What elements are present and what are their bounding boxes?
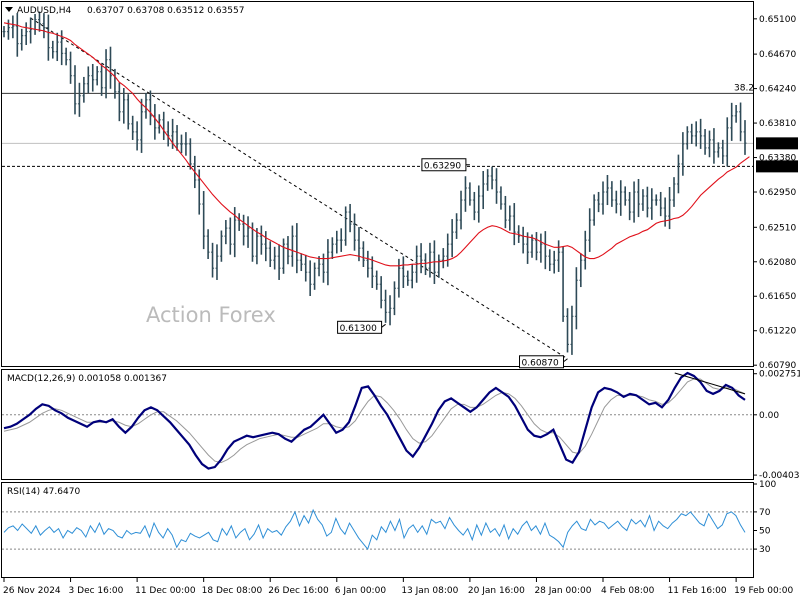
price-tick-label: 0.61650 [759, 292, 796, 302]
macd-divergence-line [674, 372, 746, 395]
time-tick-label: 26 Dec 16:00 [268, 586, 329, 596]
annotation-label: 0.63290 [424, 161, 461, 171]
rsi-tick-label: 70 [759, 508, 771, 518]
symbol-label: AUDUSD,H4 [17, 6, 72, 16]
level-price-tag [756, 160, 798, 173]
rsi-legend: RSI(14) 47.6470 [7, 487, 80, 497]
time-tick-label: 20 Jan 16:00 [468, 586, 525, 596]
macd-legend: MACD(12,26,9) 0.001058 0.001367 [7, 374, 167, 384]
macd-line [3, 371, 746, 470]
annotation-box [519, 355, 565, 369]
time-tick-label: 11 Feb 16:00 [668, 586, 727, 596]
price-tick-label: 0.62080 [759, 258, 796, 268]
time-tick-label: 26 Nov 2024 [3, 586, 61, 596]
rsi-tick-label: 50 [759, 527, 771, 537]
time-tick-label: 13 Jan 08:00 [401, 586, 458, 596]
rsi-tick-label: 100 [759, 480, 776, 490]
price-tag-label: 0.63270 [758, 163, 795, 173]
macd-tick-label: -0.004038 [759, 471, 800, 481]
macd-tick-label: 0.00 [759, 411, 779, 421]
time-tick-label: 28 Jan 00:00 [534, 586, 591, 596]
macd-panel-frame [1, 369, 754, 480]
dropdown-arrow-icon[interactable] [5, 7, 13, 12]
rsi-tick-label: 30 [759, 545, 771, 555]
price-tick-label: 0.61220 [759, 327, 796, 337]
price-tick-label: 0.62950 [759, 188, 796, 198]
time-axis: 26 Nov 2024 3 Dec 16:00 11 Dec 00:00 18 Dec… [3, 578, 793, 596]
time-tick-label: 4 Feb 08:00 [601, 586, 655, 596]
price-tick-label: 0.64240 [759, 85, 796, 95]
rsi-panel-frame [1, 482, 754, 578]
ohlc-values: 0.63707 0.63708 0.63512 0.63557 [87, 6, 244, 16]
macd-tick-label: 0.002751 [759, 370, 800, 380]
time-tick-label: 11 Dec 00:00 [135, 586, 196, 596]
annotation-leader [381, 323, 386, 328]
time-tick-label: 19 Feb 00:00 [734, 586, 793, 596]
annotation-box [421, 158, 467, 172]
annotation-label: 0.60870 [522, 358, 559, 368]
price-tick-label: 0.63810 [759, 119, 796, 129]
rsi-line [3, 508, 746, 551]
rsi-panel: 100 70 50 30 [2, 480, 776, 555]
price-tag-label: 0.63557 [758, 140, 795, 150]
watermark: Action Forex [146, 303, 276, 327]
price-tick-label: 0.64670 [759, 50, 796, 60]
time-tick-label: 6 Jan 00:00 [335, 586, 387, 596]
macd-panel: 0.002751 0.00 -0.004038 [2, 370, 800, 481]
moving-average-line [3, 22, 750, 267]
current-price-tag [756, 137, 798, 150]
downtrend-line [30, 17, 568, 360]
annotation-label: 0.61300 [340, 324, 377, 334]
price-tick-label: 0.63380 [759, 154, 796, 164]
price-tick-label: 0.60790 [759, 361, 796, 371]
annotation-box [337, 320, 383, 334]
price-tick-label: 0.65100 [759, 15, 796, 25]
annotation-leader [563, 358, 568, 363]
price-panel: 0.65100 0.64670 0.64240 0.63810 0.63380 0.629… [2, 11, 798, 371]
time-tick-label: 3 Dec 16:00 [69, 586, 124, 596]
fib-38-label: 38.2 [734, 83, 754, 93]
price-panel-frame [1, 1, 754, 367]
time-tick-label: 18 Dec 08:00 [202, 586, 263, 596]
price-tick-label: 0.62510 [759, 223, 796, 233]
